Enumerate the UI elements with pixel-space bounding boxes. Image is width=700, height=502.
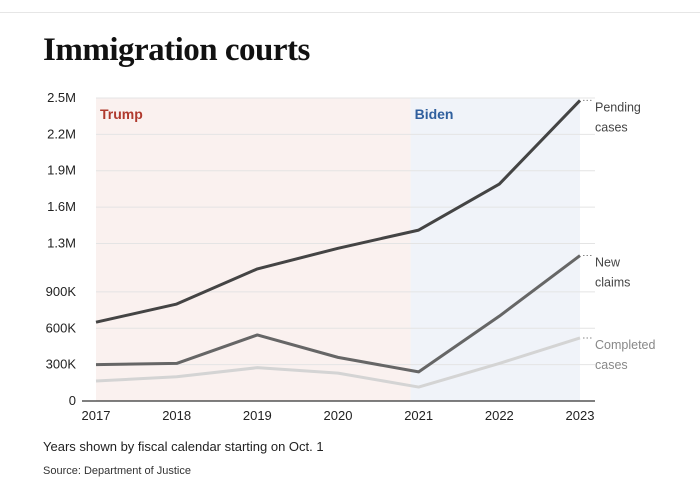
series-label: Completed <box>595 338 655 352</box>
period-label-trump: Trump <box>100 106 143 122</box>
y-tick-label: 1.3M <box>47 235 76 250</box>
series-label: claims <box>595 276 630 290</box>
series-label: cases <box>595 358 628 372</box>
x-tick-label: 2018 <box>162 408 191 423</box>
y-tick-label: 1.6M <box>47 199 76 214</box>
series-label: Pending <box>595 100 641 114</box>
x-tick-label: 2023 <box>566 408 595 423</box>
period-label-biden: Biden <box>415 106 454 122</box>
y-tick-label: 900K <box>46 284 77 299</box>
footnote: Years shown by fiscal calendar starting … <box>43 439 324 454</box>
x-tick-label: 2020 <box>324 408 353 423</box>
top-bar <box>0 0 700 13</box>
y-tick-label: 0 <box>69 393 76 408</box>
x-tick-label: 2022 <box>485 408 514 423</box>
x-tick-label: 2017 <box>82 408 111 423</box>
series-label: cases <box>595 120 628 134</box>
y-tick-label: 300K <box>46 357 77 372</box>
y-tick-label: 2.2M <box>47 126 76 141</box>
x-tick-label: 2021 <box>404 408 433 423</box>
chart-title: Immigration courts <box>43 32 310 68</box>
y-tick-label: 1.9M <box>47 163 76 178</box>
source-note: Source: Department of Justice <box>43 465 191 477</box>
x-tick-label: 2019 <box>243 408 272 423</box>
period-shade-trump <box>96 98 411 401</box>
series-label: New <box>595 256 621 270</box>
period-shade-biden <box>410 98 580 401</box>
y-tick-label: 2.5M <box>47 90 76 105</box>
y-tick-label: 600K <box>46 320 77 335</box>
